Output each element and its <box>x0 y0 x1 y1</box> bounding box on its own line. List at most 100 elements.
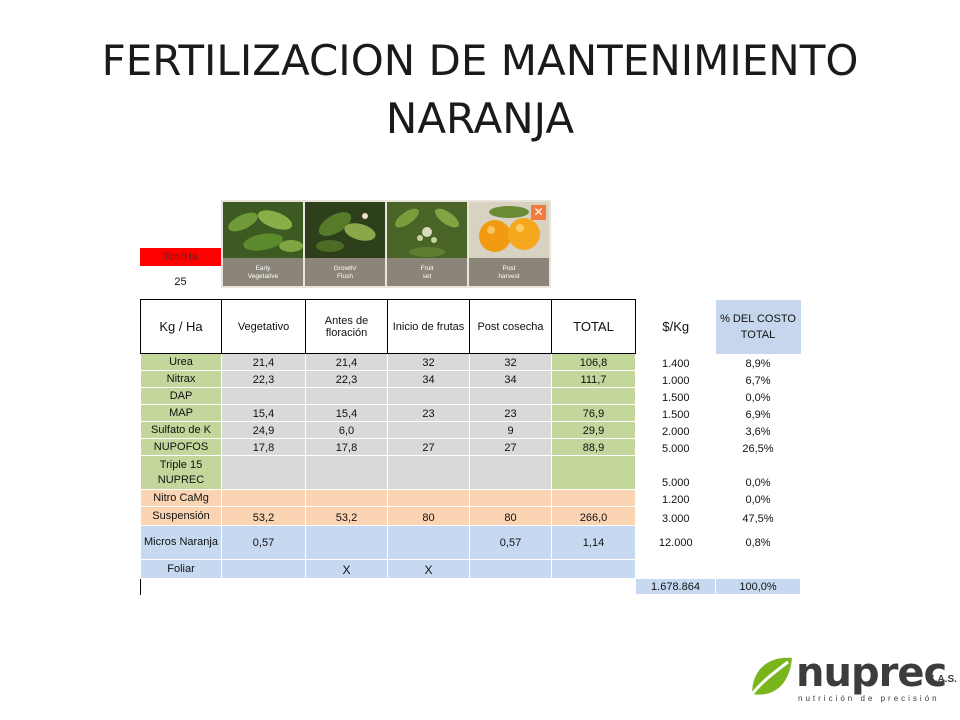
cell-price: 2.000 <box>635 421 716 439</box>
cell <box>221 455 306 490</box>
cell-total: 266,0 <box>551 506 636 526</box>
cell-pct <box>715 559 801 579</box>
cell-price: 1.000 <box>635 370 716 388</box>
stage-early-vegetative: Early Vegetative <box>223 202 303 286</box>
cell: 15,4 <box>305 404 388 422</box>
stage-label-4b: harvest <box>498 273 520 280</box>
header-price: $/Kg <box>635 299 716 354</box>
row-name: Triple 15 NUPREC <box>140 455 222 490</box>
cell: 32 <box>469 353 552 371</box>
spacer <box>140 578 222 595</box>
spacer <box>551 578 636 595</box>
title-line-1: FERTILIZACION DE MANTENIMIENTO <box>101 36 859 85</box>
cell-total: 106,8 <box>551 353 636 371</box>
totals-row: 1.678.864 100,0% <box>140 578 801 595</box>
table-row: NUPOFOS 17,8 17,8 27 27 88,9 5.000 26,5% <box>140 438 801 456</box>
stage-label-3a: Fruit <box>420 265 434 272</box>
cell: X <box>305 559 388 579</box>
cell-price: 1.200 <box>635 489 716 507</box>
row-name: MAP <box>140 404 222 422</box>
cell: 23 <box>469 404 552 422</box>
cell-pct: 3,6% <box>715 421 801 439</box>
cell-price <box>635 559 716 579</box>
cell <box>469 455 552 490</box>
row-name: DAP <box>140 387 222 405</box>
ton-ha-label: Ton/Ha <box>140 248 221 266</box>
close-icon[interactable]: ✕ <box>531 205 546 220</box>
cell-price: 1.500 <box>635 387 716 405</box>
table-row: Foliar X X <box>140 559 801 579</box>
total-pct: 100,0% <box>715 578 801 595</box>
header-inicio: Inicio de frutas <box>387 299 470 354</box>
cell-pct: 26,5% <box>715 438 801 456</box>
leaves-image <box>223 202 303 258</box>
cell-total: 29,9 <box>551 421 636 439</box>
cell: 80 <box>469 506 552 526</box>
cell <box>387 489 470 507</box>
cell-pct: 47,5% <box>715 506 801 526</box>
cell <box>221 387 306 405</box>
cell-total <box>551 455 636 490</box>
cell <box>305 387 388 405</box>
cell-total: 88,9 <box>551 438 636 456</box>
cell-pct: 0,0% <box>715 387 801 405</box>
title-line-2: NARANJA <box>385 94 575 143</box>
cell-total: 1,14 <box>551 525 636 560</box>
cell <box>305 525 388 560</box>
cell-pct: 8,9% <box>715 353 801 371</box>
page-title: FERTILIZACION DE MANTENIMIENTO NARANJA <box>0 32 960 148</box>
cell <box>387 455 470 490</box>
table-row: Urea 21,4 21,4 32 32 106,8 1.400 8,9% <box>140 353 801 371</box>
cell: 34 <box>469 370 552 388</box>
cell-pct: 0,8% <box>715 525 801 560</box>
cell-pct: 6,9% <box>715 404 801 422</box>
logo-leaf-icon <box>750 657 792 695</box>
nuprec-logo: nuprec S.A.S. nutrición de precisión <box>748 650 958 708</box>
cell-pct: 0,0% <box>715 489 801 507</box>
cell: 34 <box>387 370 470 388</box>
header-vegetativo: Vegetativo <box>221 299 306 354</box>
oranges-image <box>469 202 549 258</box>
fertilizer-table: Kg / Ha Vegetativo Antes de floración In… <box>140 299 801 595</box>
header-total: TOTAL <box>551 299 636 354</box>
logo-suffix: S.A.S. <box>928 674 957 685</box>
cell-pct: 6,7% <box>715 370 801 388</box>
header-kg-ha: Kg / Ha <box>140 299 222 354</box>
cell: 23 <box>387 404 470 422</box>
cell: 27 <box>469 438 552 456</box>
stage-fruit-set: Fruit set <box>387 202 467 286</box>
cell: 80 <box>387 506 470 526</box>
cell <box>305 489 388 507</box>
cell-price: 5.000 <box>635 438 716 456</box>
cell: 17,8 <box>305 438 388 456</box>
cell: 9 <box>469 421 552 439</box>
row-name: Micros Naranja <box>140 525 222 560</box>
cell-total: 111,7 <box>551 370 636 388</box>
spacer <box>305 578 388 595</box>
ton-ha-value: 25 <box>174 276 187 288</box>
cell-total: 76,9 <box>551 404 636 422</box>
header-pct: % DEL COSTO TOTAL <box>715 299 801 354</box>
row-name: Sulfato de K <box>140 421 222 439</box>
row-name: Foliar <box>140 559 222 579</box>
logo-tagline: nutrición de precisión <box>798 694 940 703</box>
cell <box>221 489 306 507</box>
cell: 0,57 <box>469 525 552 560</box>
cell: 22,3 <box>221 370 306 388</box>
cell <box>221 559 306 579</box>
row-name: Nitro CaMg <box>140 489 222 507</box>
cell-price: 3.000 <box>635 506 716 526</box>
table-row: MAP 15,4 15,4 23 23 76,9 1.500 6,9% <box>140 404 801 422</box>
cell: 53,2 <box>305 506 388 526</box>
table-row: Sulfato de K 24,9 6,0 9 29,9 2.000 3,6% <box>140 421 801 439</box>
total-price: 1.678.864 <box>635 578 716 595</box>
header-antes: Antes de floración <box>305 299 388 354</box>
cell <box>387 525 470 560</box>
stage-label-2a: Growth/ <box>333 265 357 272</box>
table-row: Nitrax 22,3 22,3 34 34 111,7 1.000 6,7% <box>140 370 801 388</box>
cell: 0,57 <box>221 525 306 560</box>
cell: 24,9 <box>221 421 306 439</box>
stage-label-1a: Early <box>255 265 271 272</box>
cell <box>469 489 552 507</box>
cell: 53,2 <box>221 506 306 526</box>
